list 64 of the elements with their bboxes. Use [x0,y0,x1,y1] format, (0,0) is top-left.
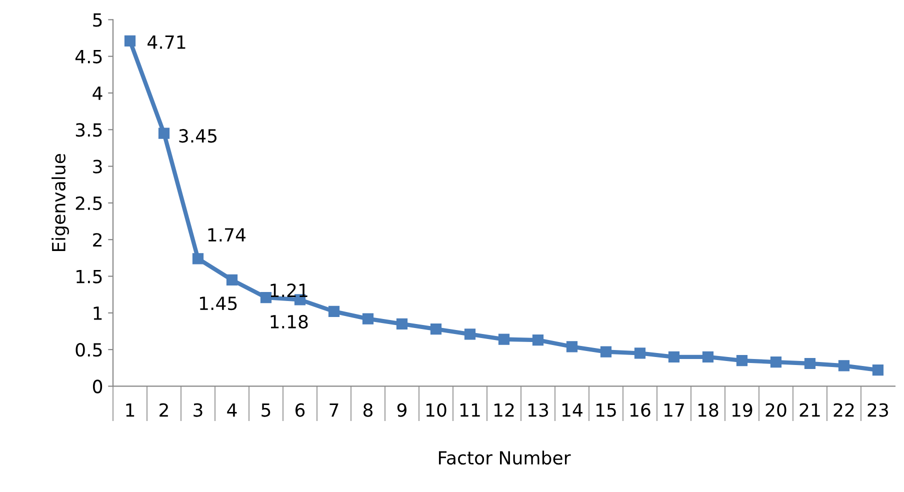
point [498,334,510,345]
point [668,351,680,362]
point [532,334,544,346]
x-tick-label: 19 [732,403,752,417]
y-tick-label: 1.5 [76,270,102,284]
x-tick-label: 10 [426,403,446,417]
x-tick-label: 13 [528,403,548,417]
point [770,356,782,368]
x-tick-label: 23 [868,403,888,417]
y-tick-label: 1 [94,306,102,320]
x-tick-label: 22 [834,403,854,417]
y-tick-label: 5 [93,13,102,27]
point [464,328,476,340]
data-label: 1.18 [270,314,308,329]
point [736,355,748,366]
point [430,323,442,335]
data-label: 1.74 [208,228,246,242]
y-tick-label: 0 [92,380,102,394]
x-tick-label: 14 [562,403,582,417]
data-label: 3.45 [179,129,217,143]
point [634,348,646,359]
data-label: 4.71 [148,36,186,49]
x-axis-title: Factor Number [438,450,571,465]
x-tick-label: 11 [460,403,480,417]
x-tick-label: 21 [800,403,820,417]
point [838,360,850,372]
x-tick-label: 6 [296,403,305,417]
x-tick-label: 12 [494,403,514,417]
point [192,253,204,264]
x-tick-label: 18 [698,403,718,417]
x-tick-label: 1 [126,403,134,417]
point [328,306,340,317]
data-label: 1.21 [270,284,308,297]
point [396,318,408,330]
x-tick-label: 16 [630,403,650,417]
y-axis-title: Eigenvalue [52,154,70,252]
point [872,364,884,376]
point [600,346,612,358]
point [158,128,170,139]
y-tick-label: 0.5 [76,343,102,357]
y-tick-label: 2.5 [76,196,102,210]
x-tick-label: 3 [194,403,202,417]
x-tick-label: 4 [227,403,237,417]
y-tick-label: 4.5 [75,50,102,64]
point [804,358,816,370]
y-tick-label: 3 [93,160,102,174]
y-tick-label: 4 [92,86,102,100]
point [702,351,714,362]
point [566,341,578,352]
y-tick-label: 3.5 [76,123,102,137]
point [362,313,374,324]
x-tick-label: 17 [664,403,684,417]
x-tick-label: 15 [596,403,616,417]
x-tick-label: 9 [397,403,406,417]
x-tick-label: 2 [160,403,168,417]
x-tick-label: 20 [766,403,786,417]
data-label: 1.45 [200,296,237,310]
point [260,292,272,304]
x-tick-label: 7 [330,403,338,417]
y-tick-label: 2 [93,233,102,246]
point [226,274,238,286]
x-tick-label: 8 [363,403,372,417]
x-tick-label: 5 [262,403,270,417]
point [124,35,136,46]
